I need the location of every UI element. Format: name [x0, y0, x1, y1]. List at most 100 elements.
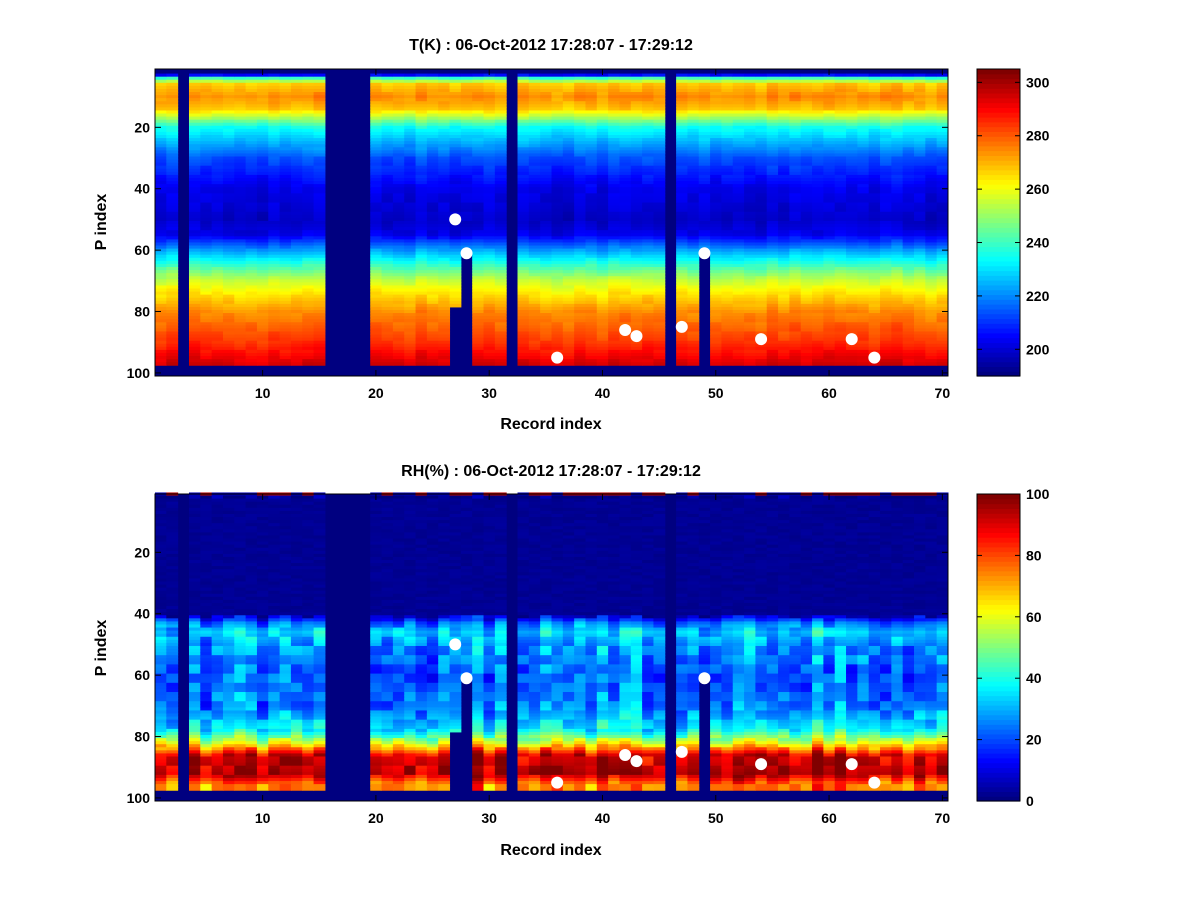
- heatmap-cell: [222, 128, 235, 133]
- heatmap-cell: [426, 177, 439, 182]
- heatmap-cell: [778, 285, 790, 290]
- heatmap-cell: [188, 125, 201, 130]
- heatmap-cell: [290, 107, 303, 111]
- heatmap-cell: [155, 260, 167, 265]
- heatmap-cell: [574, 227, 586, 231]
- heatmap-cell: [200, 153, 213, 157]
- heatmap-cell: [415, 95, 428, 99]
- heatmap-cell: [585, 322, 598, 326]
- heatmap-cell: [313, 128, 326, 133]
- heatmap-cell: [608, 313, 620, 317]
- heatmap-cell: [460, 171, 473, 176]
- heatmap-cell: [812, 248, 824, 253]
- heatmap-cell: [812, 211, 824, 216]
- heatmap-cell: [222, 267, 235, 271]
- heatmap-cell: [222, 334, 235, 339]
- heatmap-cell: [834, 122, 847, 127]
- heatmap-cell: [494, 113, 507, 118]
- heatmap-cell: [483, 233, 496, 237]
- heatmap-cell: [732, 156, 745, 161]
- heatmap-cell: [642, 236, 654, 240]
- heatmap-cell: [812, 128, 824, 133]
- heatmap-cell: [596, 119, 609, 124]
- heatmap-cell: [370, 251, 383, 256]
- heatmap-cell: [687, 147, 700, 151]
- heatmap-cell: [438, 239, 451, 243]
- heatmap-cell: [483, 165, 496, 170]
- heatmap-cell: [313, 202, 326, 207]
- heatmap-cell: [166, 334, 179, 339]
- heatmap-cell: [313, 319, 326, 323]
- heatmap-cell: [619, 153, 632, 157]
- heatmap-cell: [619, 346, 632, 351]
- heatmap-cell: [778, 184, 790, 188]
- heatmap-cell: [279, 340, 292, 345]
- heatmap-cell: [789, 177, 802, 182]
- heatmap-cell: [426, 156, 439, 161]
- heatmap-cell: [279, 217, 292, 222]
- heatmap-cell: [188, 313, 201, 317]
- heatmap-cell: [392, 303, 405, 308]
- heatmap-cell: [494, 168, 507, 173]
- heatmap-cell: [608, 227, 620, 231]
- heatmap-cell: [188, 168, 201, 173]
- heatmap-cell: [200, 177, 213, 182]
- heatmap-cell: [585, 352, 598, 357]
- heatmap-cell: [483, 119, 496, 124]
- heatmap-cell: [460, 242, 473, 247]
- heatmap-cell: [596, 294, 609, 299]
- heatmap-cell: [585, 325, 598, 329]
- heatmap-cell: [245, 150, 258, 154]
- heatmap-cell: [483, 334, 496, 339]
- heatmap-cell: [415, 165, 428, 170]
- heatmap-cell: [494, 313, 507, 317]
- heatmap-cell: [619, 248, 632, 253]
- heatmap-cell: [279, 257, 292, 262]
- heatmap-cell: [528, 294, 541, 299]
- heatmap-cell: [290, 101, 303, 105]
- heatmap-cell: [302, 214, 315, 219]
- heatmap-cell: [596, 300, 609, 305]
- heatmap-cell: [676, 267, 688, 271]
- heatmap-cell: [155, 325, 167, 329]
- heatmap-cell: [676, 174, 688, 179]
- heatmap-cell: [755, 95, 768, 99]
- heatmap-cell: [404, 297, 417, 302]
- heatmap-cell: [653, 119, 666, 124]
- heatmap-cell: [494, 257, 507, 262]
- heatmap-cell: [789, 279, 802, 283]
- heatmap-cell: [415, 92, 428, 96]
- heatmap-cell: [290, 181, 303, 185]
- heatmap-cell: [279, 359, 292, 363]
- heatmap-cell: [279, 211, 292, 216]
- heatmap-cell: [789, 309, 802, 314]
- heatmap-cell: [415, 313, 428, 317]
- heatmap-cell: [200, 147, 213, 151]
- heatmap-cell: [540, 316, 552, 320]
- heatmap-cell: [392, 297, 405, 302]
- heatmap-cell: [166, 313, 179, 317]
- heatmap-cell: [528, 202, 541, 207]
- heatmap-cell: [200, 193, 213, 197]
- heatmap-cell: [653, 98, 666, 102]
- heatmap-cell: [483, 260, 496, 265]
- heatmap-cell: [256, 245, 269, 250]
- heatmap-cell: [823, 92, 836, 96]
- heatmap-cell: [698, 128, 711, 133]
- heatmap-cell: [155, 346, 167, 351]
- heatmap-cell: [245, 362, 258, 366]
- heatmap-cell: [404, 141, 417, 145]
- heatmap-cell: [517, 267, 530, 271]
- heatmap-cell: [619, 245, 632, 250]
- heatmap-cell: [290, 211, 303, 216]
- heatmap-cell: [392, 224, 405, 228]
- heatmap-cell: [596, 282, 609, 286]
- heatmap-cell: [710, 73, 722, 78]
- heatmap-cell: [472, 101, 485, 105]
- heatmap-cell: [630, 239, 643, 243]
- heatmap-cell: [687, 88, 700, 93]
- heatmap-cell: [812, 343, 824, 348]
- heatmap-cell: [166, 205, 179, 210]
- heatmap-cell: [744, 230, 756, 234]
- heatmap-cell: [302, 202, 315, 207]
